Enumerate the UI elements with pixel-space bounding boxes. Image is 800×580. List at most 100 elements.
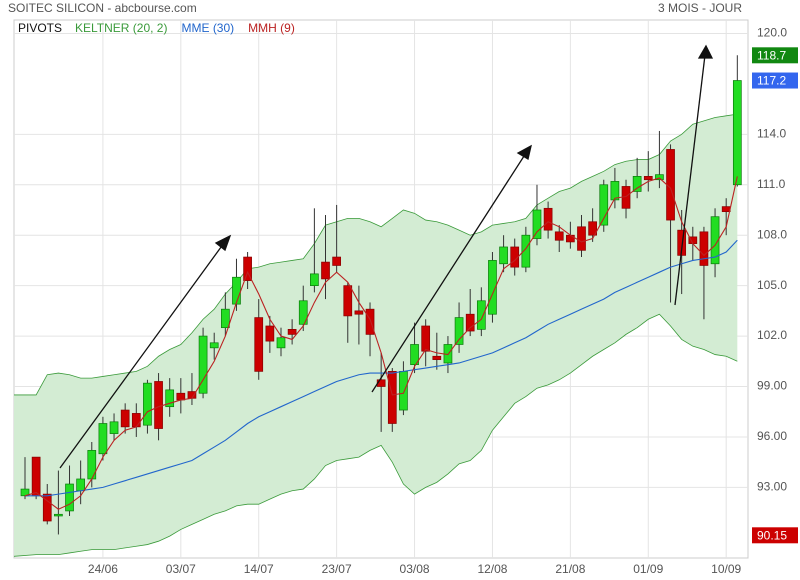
candle-body: [432, 355, 442, 360]
price-tag: [752, 72, 798, 89]
y-tick-label: 96.00: [757, 429, 787, 443]
candle-body: [421, 325, 431, 352]
y-tick-label: 108.0: [757, 227, 787, 241]
candle-body: [220, 308, 230, 329]
candle-body: [298, 300, 308, 325]
candle-body: [198, 335, 208, 394]
candle-body: [387, 371, 397, 424]
candle-body: [109, 421, 119, 434]
keltner-upper: [14, 113, 738, 396]
candle-body: [643, 176, 653, 181]
arrow: [59, 242, 225, 469]
y-tick-label: 102.0: [757, 328, 787, 342]
candle-body: [54, 513, 63, 517]
arrow: [674, 54, 706, 306]
legend-item: MMH (9): [248, 21, 295, 35]
candle-body: [532, 209, 542, 239]
candle-body: [287, 329, 297, 335]
candle-body: [343, 285, 353, 317]
candle-body: [465, 313, 475, 332]
x-tick-label: 24/06: [88, 562, 118, 576]
candle-body: [588, 221, 597, 236]
candle-body: [454, 317, 464, 345]
annotation-arrows: [59, 44, 714, 469]
candle-body: [410, 344, 419, 366]
moving-average: [24, 176, 738, 510]
keltner-lower: [13, 313, 738, 557]
arrow: [371, 152, 527, 393]
x-tick-label: 03/07: [166, 562, 196, 576]
candle-body: [254, 317, 264, 372]
candle-body: [499, 246, 508, 265]
candle-body: [399, 371, 408, 411]
candle-body: [632, 176, 642, 192]
legend: KELTNER (20, 2) MME (30) MMH (9): [75, 21, 295, 35]
y-tick-label: 105.0: [757, 278, 787, 292]
x-tick-label: 12/08: [477, 562, 507, 576]
price-tag-label: 118.7: [757, 48, 786, 62]
candle-body: [98, 423, 108, 455]
candle-body: [165, 389, 175, 408]
price-tag-label: 117.2: [757, 74, 786, 88]
candle-body: [243, 256, 252, 281]
period: 3 MOIS - JOUR: [658, 1, 742, 15]
x-tick-label: 10/09: [711, 562, 741, 576]
candle-body: [543, 207, 553, 231]
x-tick-label: 23/07: [322, 562, 352, 576]
candle-body: [131, 413, 141, 428]
candle-body: [510, 246, 520, 268]
candle-body: [76, 478, 86, 492]
candle-body: [276, 337, 286, 349]
candle-body: [176, 392, 186, 401]
legend-item: MME (30): [181, 21, 234, 35]
candle-body: [521, 234, 531, 268]
candle-body: [354, 310, 364, 315]
candle-body: [721, 206, 731, 213]
arrow-head: [697, 44, 714, 59]
candle-body: [265, 325, 275, 342]
candle-body: [232, 276, 241, 305]
candles: [20, 55, 742, 535]
candle-body: [365, 308, 375, 335]
candle-body: [710, 216, 720, 265]
candle-body: [599, 184, 609, 226]
candle-body: [65, 483, 74, 512]
arrow-head: [214, 234, 232, 252]
candle-body: [577, 226, 586, 251]
moving-average: [25, 239, 738, 497]
candle-body: [666, 149, 675, 221]
x-tick-label: 21/08: [555, 562, 585, 576]
price-tag: [752, 47, 798, 64]
candle-body: [488, 260, 497, 315]
x-tick-label: 03/08: [400, 562, 430, 576]
price-tag: [752, 527, 798, 544]
candle-body: [732, 80, 742, 186]
legend-pivots: PIVOTS: [18, 21, 62, 35]
x-tick-label: 14/07: [244, 562, 274, 576]
candle-body: [554, 231, 564, 241]
candle-body: [209, 342, 219, 349]
candle-body: [655, 174, 664, 181]
candle-body: [42, 493, 52, 522]
candle-body: [566, 234, 575, 243]
candle-body: [154, 381, 163, 429]
candle-body: [120, 409, 130, 428]
x-tick-label: 01/09: [633, 562, 663, 576]
y-tick-label: 111.0: [757, 177, 786, 191]
candle-body: [310, 273, 319, 286]
arrow-head: [516, 144, 532, 161]
candle-body: [332, 256, 341, 266]
candle-body: [699, 231, 709, 266]
y-tick-label: 99.00: [757, 379, 787, 393]
candle-body: [31, 456, 41, 497]
y-tick-label: 93.00: [757, 480, 787, 494]
axes: 93.00 96.00 99.00 102.0 105.0 108.0 111.0 114.0…: [88, 26, 798, 576]
candle-body: [143, 382, 152, 426]
candle-body: [321, 261, 330, 280]
price-tag-label: 90.15: [757, 528, 787, 542]
y-tick-label: 120.0: [757, 26, 787, 40]
chart-title: SOITEC SILICON - abcbourse.com: [8, 1, 197, 15]
candle-body: [677, 229, 687, 256]
candle-body: [610, 181, 620, 201]
